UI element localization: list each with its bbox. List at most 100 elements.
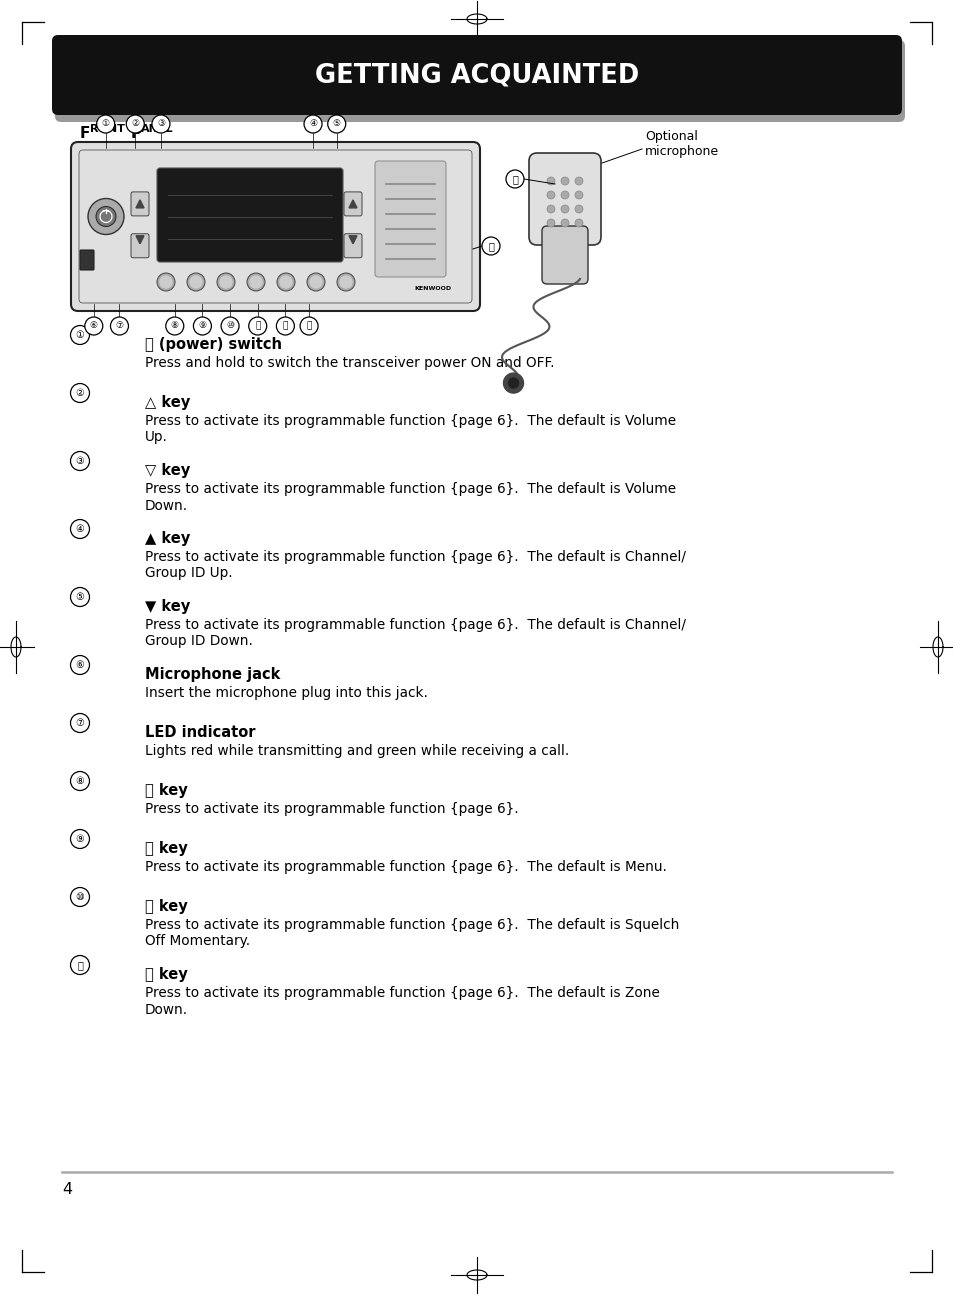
Circle shape [546,177,555,185]
Text: ②: ② [75,388,84,399]
Circle shape [71,771,90,791]
Text: ⑫: ⑫ [282,321,288,330]
Text: Ⓕ key: Ⓕ key [145,841,188,857]
Circle shape [216,273,234,291]
Text: ⑨: ⑨ [198,321,206,330]
Circle shape [575,192,582,199]
Circle shape [560,177,568,185]
FancyBboxPatch shape [541,226,587,283]
Text: Lights red while transmitting and green while receiving a call.: Lights red while transmitting and green … [145,744,569,758]
Text: Down.: Down. [145,498,188,512]
Text: ANEL: ANEL [141,124,173,135]
Circle shape [310,276,322,289]
Text: ⑮: ⑮ [512,173,517,184]
Circle shape [508,378,518,388]
Text: ⑪: ⑪ [254,321,260,330]
Circle shape [304,115,322,133]
Circle shape [160,276,172,289]
Circle shape [111,317,129,335]
Text: Press and hold to switch the transceiver power ON and OFF.: Press and hold to switch the transceiver… [145,356,554,370]
Text: ①: ① [75,330,84,340]
FancyBboxPatch shape [131,234,149,258]
Text: Off Momentary.: Off Momentary. [145,934,250,949]
FancyBboxPatch shape [375,160,446,277]
Text: 4: 4 [62,1181,72,1197]
Circle shape [575,204,582,214]
Circle shape [221,317,239,335]
Circle shape [96,115,114,133]
Circle shape [503,373,523,393]
Text: Press to activate its programmable function {page 6}.  The default is Channel/: Press to activate its programmable funct… [145,619,685,631]
Circle shape [96,207,116,226]
Circle shape [250,276,262,289]
FancyBboxPatch shape [131,192,149,216]
Polygon shape [349,236,356,243]
Circle shape [71,383,90,402]
Circle shape [276,317,294,335]
Text: ⑤: ⑤ [75,591,84,602]
Text: Group ID Up.: Group ID Up. [145,567,233,581]
Text: RONT: RONT [91,124,125,135]
Circle shape [328,115,345,133]
Circle shape [505,170,523,188]
Text: ⑩: ⑩ [226,321,233,330]
FancyBboxPatch shape [344,192,361,216]
Circle shape [190,276,202,289]
Circle shape [481,237,499,255]
Circle shape [152,115,170,133]
FancyBboxPatch shape [529,153,600,245]
Circle shape [546,192,555,199]
Text: ⑥: ⑥ [75,660,84,670]
Text: Down.: Down. [145,1003,188,1017]
Text: ⑪: ⑪ [77,960,83,970]
Circle shape [157,273,174,291]
Circle shape [193,317,212,335]
Text: Ⓢ key: Ⓢ key [145,899,188,914]
Circle shape [71,829,90,849]
Polygon shape [136,199,144,208]
Text: Press to activate its programmable function {page 6}.  The default is Channel/: Press to activate its programmable funct… [145,550,685,564]
Circle shape [71,519,90,538]
Circle shape [71,713,90,732]
Text: ▲ key: ▲ key [145,531,190,546]
Text: ⓨ (power) switch: ⓨ (power) switch [145,336,282,352]
Circle shape [307,273,325,291]
Polygon shape [349,199,356,208]
Circle shape [71,326,90,344]
Text: ③: ③ [156,119,165,128]
Text: ⑬: ⑬ [306,321,312,330]
Text: ⑩: ⑩ [75,892,84,902]
Text: ②: ② [132,119,139,128]
Text: Press to activate its programmable function {page 6}.  The default is Zone: Press to activate its programmable funct… [145,986,659,1000]
FancyBboxPatch shape [157,168,343,261]
Circle shape [575,177,582,185]
Circle shape [85,317,103,335]
Circle shape [300,317,317,335]
Circle shape [88,198,124,234]
Circle shape [166,317,184,335]
Text: P: P [131,126,142,141]
Text: GETTING ACQUAINTED: GETTING ACQUAINTED [314,62,639,88]
Circle shape [71,955,90,974]
Circle shape [276,273,294,291]
Text: Press to activate its programmable function {page 6}.: Press to activate its programmable funct… [145,802,518,817]
Text: ⑭: ⑭ [488,241,494,251]
Circle shape [339,276,352,289]
Text: Press to activate its programmable function {page 6}.  The default is Menu.: Press to activate its programmable funct… [145,861,666,873]
Circle shape [220,276,232,289]
Circle shape [187,273,205,291]
Text: Ⓐ key: Ⓐ key [145,783,188,798]
Text: ⑧: ⑧ [171,321,178,330]
Circle shape [560,219,568,226]
Circle shape [126,115,144,133]
Text: ⑦: ⑦ [75,718,84,729]
Text: LED indicator: LED indicator [145,725,255,740]
Text: ⑥: ⑥ [90,321,98,330]
Circle shape [71,452,90,471]
Text: Optional
microphone: Optional microphone [644,129,719,158]
Text: KENWOOD: KENWOOD [414,286,451,291]
Text: ①: ① [101,119,110,128]
FancyBboxPatch shape [344,234,361,258]
Circle shape [336,273,355,291]
FancyBboxPatch shape [52,35,901,115]
